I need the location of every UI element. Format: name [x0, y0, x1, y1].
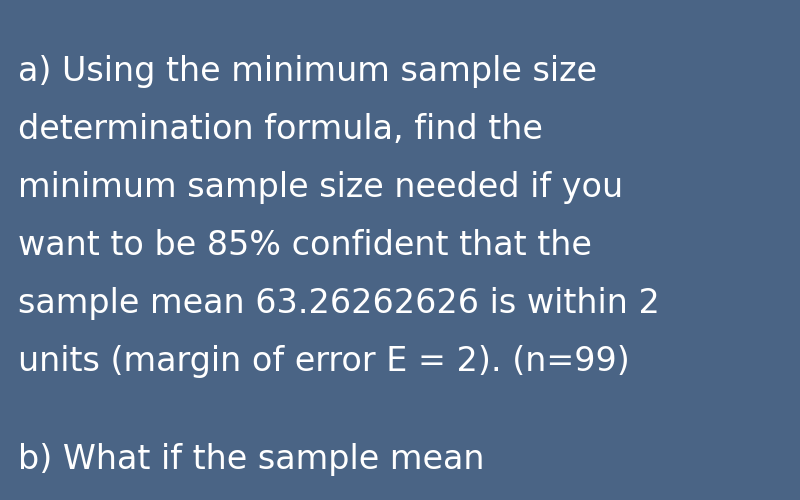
Text: minimum sample size needed if you: minimum sample size needed if you: [18, 171, 623, 204]
Text: sample mean 63.26262626 is within 2: sample mean 63.26262626 is within 2: [18, 287, 660, 320]
Text: units (margin of error E = 2). (n=99): units (margin of error E = 2). (n=99): [18, 345, 630, 378]
Text: want to be 85% confident that the: want to be 85% confident that the: [18, 229, 592, 262]
Text: a) Using the minimum sample size: a) Using the minimum sample size: [18, 55, 597, 88]
Text: b) What if the sample mean: b) What if the sample mean: [18, 443, 485, 476]
Text: determination formula, find the: determination formula, find the: [18, 113, 543, 146]
